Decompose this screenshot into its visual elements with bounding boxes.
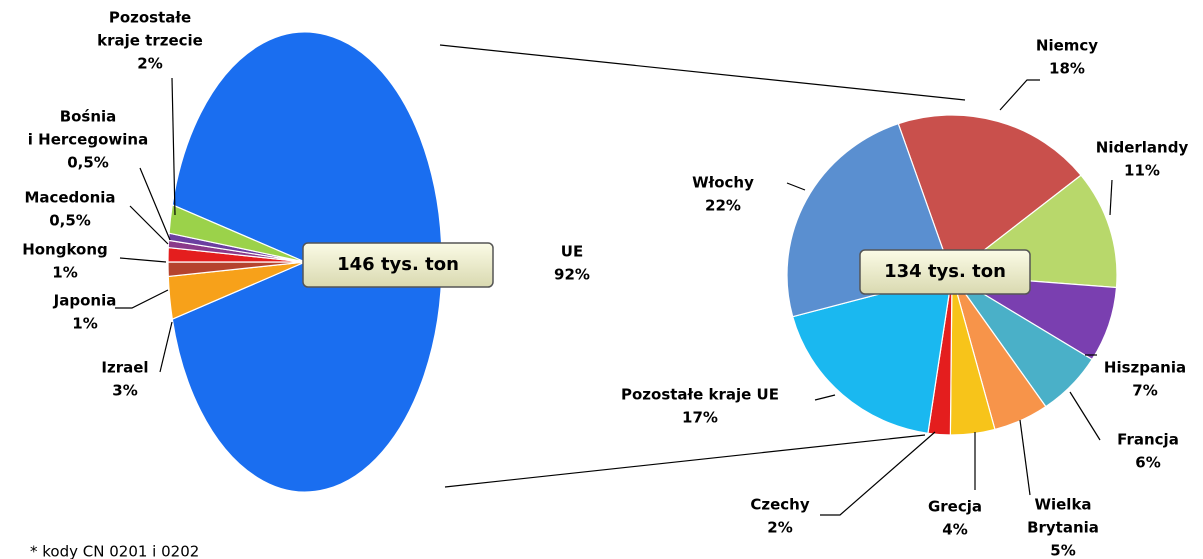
slice-label: Niderlandy — [1096, 139, 1189, 157]
slice-value-label: 1% — [72, 315, 97, 333]
leader-line — [159, 321, 173, 373]
connector-line — [439, 44, 966, 101]
slice-label: i Hercegowina — [28, 131, 148, 149]
slice-label: UE — [561, 243, 583, 261]
leader-line — [999, 79, 1040, 111]
leader-line — [1109, 179, 1113, 216]
slice-label: Japonia — [53, 292, 117, 310]
pie-slice — [791, 274, 953, 434]
slice-value-label: 0,5% — [49, 212, 91, 230]
center-label-box — [859, 249, 1031, 295]
slice-label: Francja — [1117, 431, 1179, 449]
slice-value-label: 17% — [682, 409, 718, 427]
slice-value-label: 3% — [112, 382, 137, 400]
leader-line — [1019, 419, 1031, 496]
slice-value-label: 1% — [52, 264, 77, 282]
slice-label: Pozostałe kraje UE — [621, 386, 779, 404]
leader-line — [129, 205, 169, 245]
slice-value-label: 22% — [705, 197, 741, 215]
leader-line — [786, 182, 806, 191]
leader-line — [139, 167, 171, 241]
center-label: 134 tys. ton — [884, 261, 1006, 282]
slice-label: Hongkong — [22, 241, 108, 259]
leader-line — [119, 257, 167, 263]
leader-line — [1069, 391, 1101, 441]
connector-line — [444, 434, 926, 488]
slice-value-label: 0,5% — [67, 154, 109, 172]
slice-value-label: 6% — [1135, 454, 1160, 472]
slice-label: kraje trzecie — [97, 32, 203, 50]
center-label-box — [302, 242, 494, 288]
leader-line — [820, 431, 936, 516]
slice-value-label: 2% — [767, 519, 792, 537]
slice-label: Wielka — [1034, 496, 1091, 514]
slice-label: Brytania — [1027, 519, 1099, 537]
slice-value-label: 5% — [1050, 542, 1075, 559]
slice-value-label: 92% — [554, 266, 590, 284]
footnote: * kody CN 0201 i 0202 — [30, 543, 199, 559]
leader-line — [115, 289, 169, 309]
pie-slice — [168, 203, 306, 263]
slice-value-label: 4% — [942, 521, 967, 539]
pie-slice — [897, 114, 1082, 276]
slice-label: Włochy — [692, 174, 754, 192]
slice-label: Pozostałe — [109, 9, 191, 27]
leader-line — [171, 77, 176, 216]
slice-label: Macedonia — [24, 189, 115, 207]
slice-value-label: 2% — [137, 55, 162, 73]
slice-label: Niemcy — [1036, 37, 1098, 55]
center-label: 146 tys. ton — [337, 254, 459, 275]
leader-line — [814, 394, 836, 401]
slice-label: Bośnia — [60, 108, 117, 126]
slice-value-label: 11% — [1124, 162, 1160, 180]
slice-value-label: 7% — [1132, 382, 1157, 400]
slice-label: Izrael — [101, 359, 148, 377]
slice-value-label: 18% — [1049, 60, 1085, 78]
slice-label: Hiszpania — [1104, 359, 1186, 377]
slice-label: Grecja — [928, 498, 982, 516]
slice-label: Czechy — [750, 496, 809, 514]
